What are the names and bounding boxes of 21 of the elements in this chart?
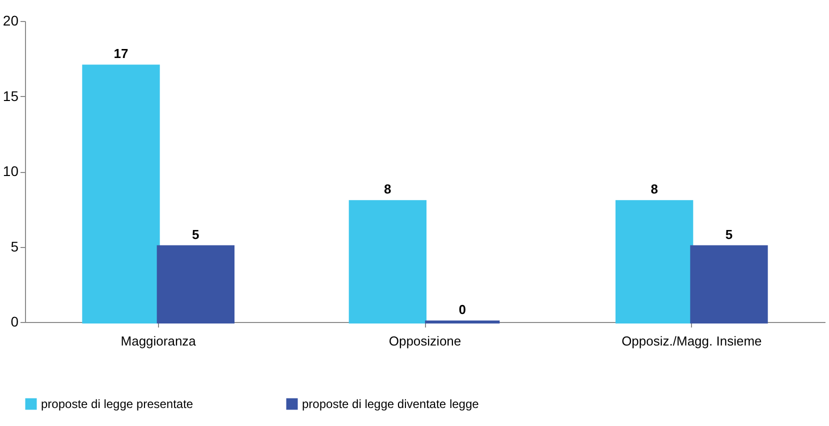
legend-label: proposte di legge presentate (41, 397, 194, 411)
bar (616, 200, 694, 324)
data-label: 0 (458, 302, 466, 317)
y-tick-label: 5 (10, 238, 19, 254)
bar (82, 64, 160, 324)
data-label: 8 (650, 182, 658, 197)
bar (348, 200, 426, 324)
legend-label: proposte di legge diventate legge (302, 397, 480, 411)
data-label: 5 (192, 226, 200, 242)
data-label: 17 (114, 46, 128, 62)
bar (156, 245, 234, 324)
y-tick-label: 0 (10, 314, 19, 330)
data-label: 8 (384, 182, 392, 197)
x-tick-label: Maggioranza (120, 334, 197, 348)
bar (690, 245, 768, 324)
y-tick-label: 10 (2, 163, 19, 179)
x-tick-label: Opposiz./Magg. Insieme (622, 334, 762, 348)
y-tick-label: 20 (2, 12, 19, 28)
data-label: 5 (725, 226, 733, 242)
x-tick-label: Opposizione (388, 334, 462, 348)
y-tick-label: 15 (2, 88, 19, 104)
